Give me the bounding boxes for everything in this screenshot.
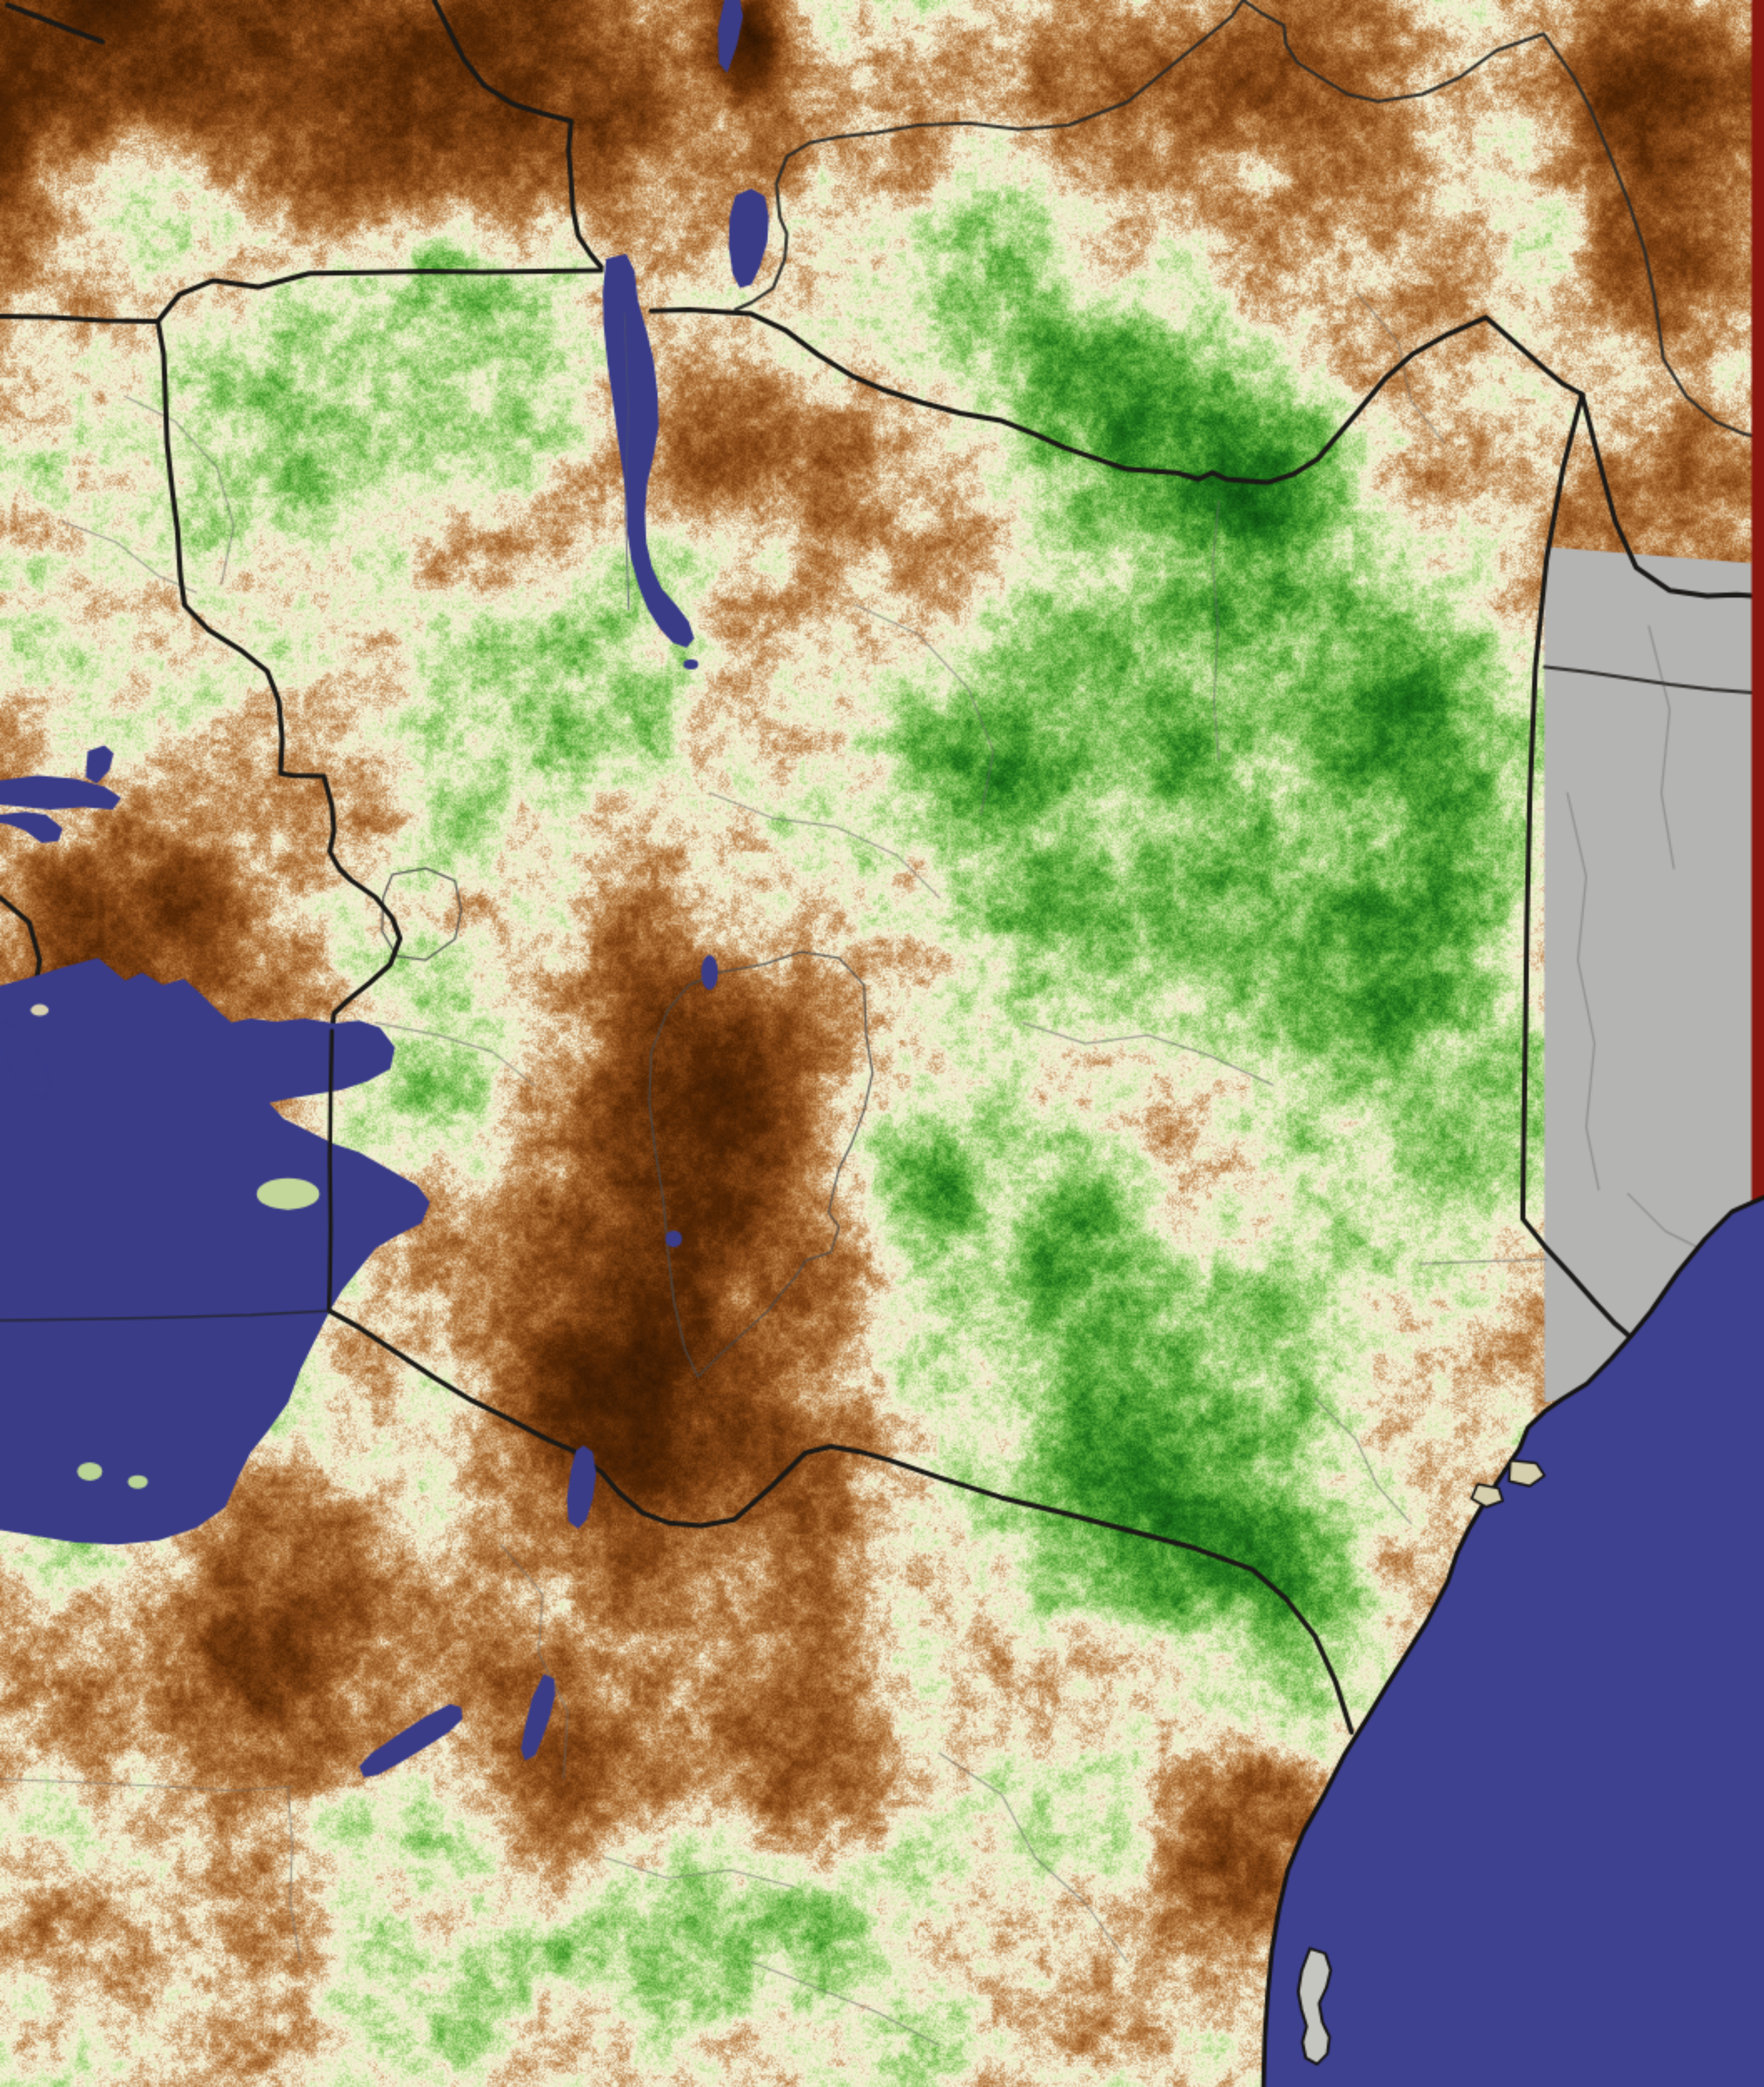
- ndvi-anomaly-map: [0, 0, 1764, 2087]
- map-canvas: [0, 0, 1764, 2087]
